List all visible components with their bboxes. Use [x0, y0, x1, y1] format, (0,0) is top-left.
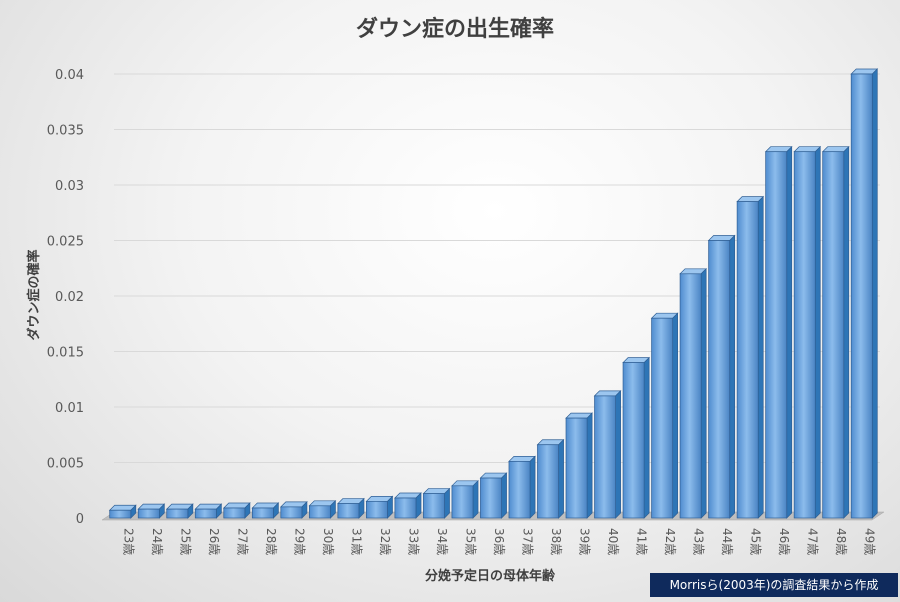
y-tick-label: 0.03	[55, 179, 84, 194]
bar	[793, 145, 822, 519]
x-tick-label: 28歳	[264, 528, 278, 555]
y-tick-label: 0	[76, 512, 84, 527]
bar	[707, 234, 736, 519]
bar	[308, 499, 337, 519]
x-tick-label: 35歳	[463, 528, 477, 555]
bar	[565, 412, 593, 519]
x-tick-label: 30歳	[321, 528, 335, 555]
gridlines	[114, 73, 880, 463]
y-tick-label: 0.04	[55, 68, 84, 83]
bar	[536, 438, 565, 519]
x-tick-label: 49歳	[863, 528, 877, 555]
y-tick-label: 0.015	[47, 346, 84, 361]
x-tick-label: 46歳	[777, 528, 791, 555]
bar	[165, 503, 194, 519]
y-axis-label: ダウン症の確率	[26, 249, 42, 340]
x-tick-label: 39歳	[578, 528, 592, 555]
x-axis-label: 分娩予定日の母体年齢	[425, 568, 556, 584]
bar	[764, 145, 793, 519]
y-axis-ticks: 0 0.005 0.01 0.015 0.02 0.025 0.03 0.035 0.04	[47, 68, 84, 527]
bar	[736, 195, 765, 519]
bar	[422, 487, 451, 519]
x-tick-label: 47歳	[806, 528, 820, 555]
x-tick-label: 25歳	[178, 528, 192, 555]
x-tick-label: 44歳	[720, 528, 734, 555]
y-tick-label: 0.035	[47, 124, 84, 139]
x-tick-label: 40歳	[606, 528, 620, 555]
bar	[279, 501, 308, 519]
bar	[108, 504, 137, 519]
bar	[394, 492, 422, 519]
x-axis-ticks: 23歳 24歳 25歳 26歳 27歳 28歳 29歳 30歳 31歳 32歳 33歳 34歳 35歳 3…	[121, 528, 876, 555]
bar	[137, 503, 166, 519]
x-tick-label: 48歳	[834, 528, 848, 555]
chart-title: ダウン症の出生確率	[356, 16, 554, 42]
source-note: Morrisら(2003年)の調査結果から作成	[650, 573, 898, 597]
x-tick-label: 36歳	[492, 528, 506, 555]
x-tick-label: 31歳	[349, 528, 363, 555]
x-tick-label: 38歳	[549, 528, 563, 555]
x-tick-label: 29歳	[292, 528, 306, 555]
bar	[593, 390, 622, 519]
bar	[451, 479, 479, 519]
bars	[108, 68, 879, 519]
x-tick-label: 23歳	[121, 528, 135, 555]
bar	[337, 497, 365, 519]
x-tick-label: 34歳	[435, 528, 449, 555]
bar	[821, 145, 850, 519]
y-tick-label: 0.025	[47, 235, 84, 250]
x-tick-label: 27歳	[235, 528, 249, 555]
y-tick-label: 0.005	[47, 457, 84, 472]
bar	[622, 356, 650, 519]
x-tick-label: 24歳	[150, 528, 164, 555]
bar	[222, 502, 251, 519]
x-tick-label: 41歳	[635, 528, 649, 555]
bar	[194, 503, 223, 519]
bar	[365, 495, 394, 519]
bar	[251, 502, 280, 519]
x-tick-label: 42歳	[663, 528, 677, 555]
x-tick-label: 45歳	[749, 528, 763, 555]
bar	[508, 455, 536, 519]
y-tick-label: 0.01	[55, 401, 84, 416]
bar	[479, 472, 508, 519]
x-tick-label: 32歳	[378, 528, 392, 555]
y-tick-label: 0.02	[55, 290, 84, 305]
x-tick-label: 26歳	[207, 528, 221, 555]
x-tick-label: 33歳	[406, 528, 420, 555]
bar	[850, 68, 879, 519]
bar	[650, 312, 679, 519]
x-tick-label: 43歳	[692, 528, 706, 555]
x-tick-label: 37歳	[521, 528, 535, 555]
bar	[679, 267, 708, 519]
